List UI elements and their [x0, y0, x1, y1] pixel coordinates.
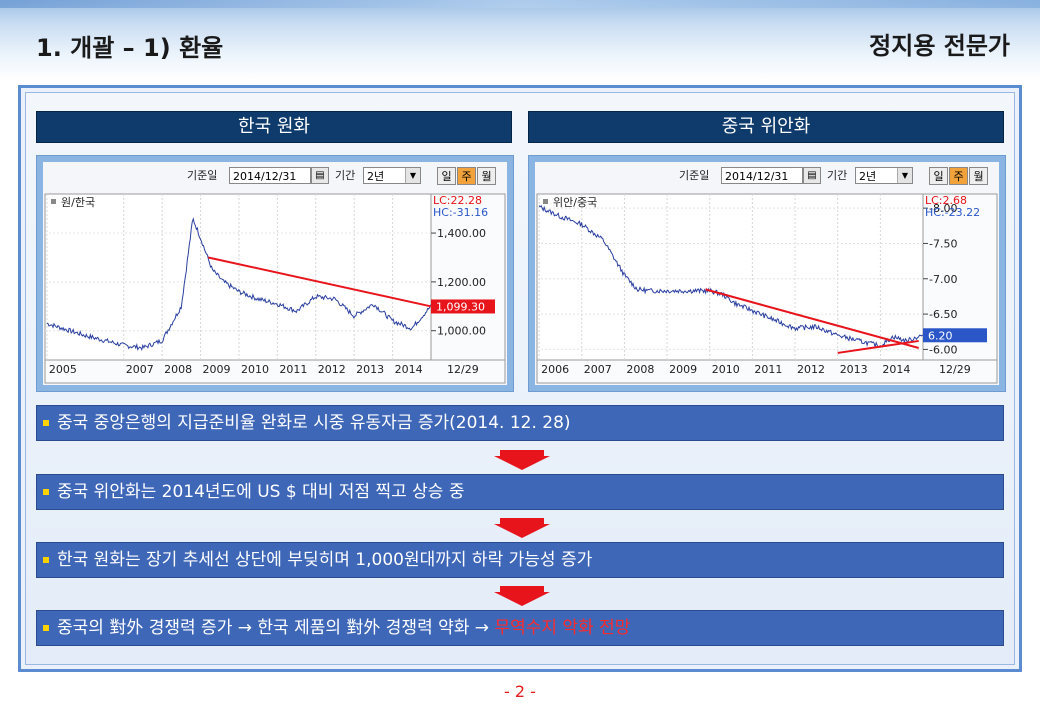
down-arrow-icon: [494, 518, 550, 538]
x-tick-label: 2007: [126, 363, 154, 376]
period-label: 기간: [335, 169, 356, 182]
chart-panel-cny: 기준일 2014/12/31 ▤ 기간 2년 ▼ 일 주 월 2006 2007 20…: [528, 155, 1006, 392]
calendar-icon[interactable]: ▤: [803, 167, 821, 184]
lc-label: LC:2.68: [925, 194, 967, 207]
y-tick-label: 1,000.00: [437, 325, 486, 338]
x-axis-area: [536, 359, 998, 384]
x-tick-label: 2014: [395, 363, 423, 376]
x-tick-label: 2005: [49, 363, 77, 376]
bullet-bar-1: 중국 중앙은행의 지급준비율 완화로 시중 유동자금 증가(2014. 12. …: [36, 405, 1004, 441]
week-button[interactable]: 주: [949, 167, 968, 185]
x-tick-label: 2013: [356, 363, 384, 376]
bullet-highlight: 무역수지 악화 전망: [494, 618, 631, 638]
x-tick-label: 2008: [164, 363, 192, 376]
week-button[interactable]: 주: [457, 167, 476, 185]
down-arrow-icon: [494, 586, 550, 606]
chart-panel-krw: 기준일 2014/12/31 ▤ 기간 2년 ▼ 일 주 월 2005 2007 20…: [36, 155, 514, 392]
chart-plot-krw: 2005 2007 2008 2009 2010 2011 2012 2013 2014 12/2…: [44, 193, 506, 384]
legend-square-icon: [51, 199, 56, 204]
bullet-square-icon: [43, 420, 49, 426]
bullet-square-icon: [43, 625, 49, 631]
bullet-text: 중국의 對外 경쟁력 증가 → 한국 제품의 對外 경쟁력 약화 →: [57, 618, 495, 638]
x-tick-label: 2013: [840, 363, 868, 376]
bullet-text: 한국 원화는 장기 추세선 상단에 부딪히며 1,000원대까지 하락 가능성 …: [57, 550, 593, 570]
month-button[interactable]: 월: [477, 167, 496, 185]
base-date-input[interactable]: 2014/12/31: [721, 167, 803, 184]
period-select[interactable]: 2년 ▼: [363, 167, 421, 184]
plot-area: [536, 193, 924, 361]
y-tick-label: -6.00: [929, 343, 957, 356]
legend-label: 위안/중국: [553, 196, 597, 209]
x-tick-label: 2012: [318, 363, 346, 376]
period-select-value: 2년: [859, 170, 877, 183]
base-date-label: 기준일: [679, 169, 710, 182]
bullet-bar-4: 중국의 對外 경쟁력 증가 → 한국 제품의 對外 경쟁력 약화 → 무역수지 …: [36, 610, 1004, 646]
bullet-text: 중국 중앙은행의 지급준비율 완화로 시중 유동자금 증가(2014. 12. …: [57, 413, 571, 433]
y-tick-label: -7.50: [929, 237, 957, 250]
chevron-down-icon: ▼: [897, 168, 912, 183]
page-title: 1. 개괄 – 1) 환율: [36, 34, 224, 62]
x-end-label: 12/29: [447, 363, 479, 376]
y-tick-label: 1,400.00: [437, 227, 486, 240]
last-price-box: [923, 328, 987, 343]
last-price-label: 1,099.30: [436, 300, 485, 313]
y-tick-label: 1,200.00: [437, 276, 486, 289]
bullet-square-icon: [43, 489, 49, 495]
chart-window-cny: 기준일 2014/12/31 ▤ 기간 2년 ▼ 일 주 월 2006 2007 20…: [535, 162, 999, 385]
chart-heading-krw: 한국 원화: [36, 111, 512, 143]
x-tick-label: 2009: [203, 363, 231, 376]
base-date-input[interactable]: 2014/12/31: [229, 167, 311, 184]
day-button[interactable]: 일: [437, 167, 456, 185]
chart-heading-cny: 중국 위안화: [528, 111, 1004, 143]
price-series-line: [46, 217, 432, 351]
day-button[interactable]: 일: [929, 167, 948, 185]
x-tick-label: 2010: [712, 363, 740, 376]
chevron-down-icon: ▼: [405, 168, 420, 183]
x-tick-label: 2008: [626, 363, 654, 376]
trendline: [705, 288, 919, 349]
header-background: [0, 0, 1040, 80]
plot-area: [44, 193, 432, 361]
x-tick-label: 2009: [669, 363, 697, 376]
lc-label: LC:22.28: [433, 194, 482, 207]
header-strip: [0, 0, 1040, 8]
hc-label: HC:-31.16: [433, 206, 488, 219]
x-tick-label: 2014: [882, 363, 910, 376]
bullet-bar-2: 중국 위안화는 2014년도에 US $ 대비 저점 찍고 상승 중: [36, 474, 1004, 510]
period-select-value: 2년: [367, 170, 385, 183]
x-tick-label: 2012: [797, 363, 825, 376]
y-tick-label: -8.00: [929, 202, 957, 215]
trendline: [837, 339, 919, 354]
x-tick-label: 2011: [754, 363, 782, 376]
x-tick-label: 2007: [584, 363, 612, 376]
page-number: - 2 -: [504, 682, 536, 701]
period-label: 기간: [827, 169, 848, 182]
x-tick-label: 2011: [279, 363, 307, 376]
x-end-label: 12/29: [939, 363, 971, 376]
legend-label: 원/한국: [61, 196, 95, 209]
x-tick-label: 2010: [241, 363, 269, 376]
bullet-square-icon: [43, 557, 49, 563]
y-tick-label: -7.00: [929, 273, 957, 286]
brand-name: 정지용 전문가: [869, 32, 1010, 60]
calendar-icon[interactable]: ▤: [311, 167, 329, 184]
bullet-bar-3: 한국 원화는 장기 추세선 상단에 부딪히며 1,000원대까지 하락 가능성 …: [36, 542, 1004, 578]
y-tick-label: -6.50: [929, 308, 957, 321]
hc-label: HC:-23.22: [925, 206, 980, 219]
last-price-box: [431, 299, 495, 314]
last-price-label: 6.20: [928, 329, 953, 342]
bullet-text: 중국 위안화는 2014년도에 US $ 대비 저점 찍고 상승 중: [57, 482, 465, 502]
trendline: [208, 256, 431, 308]
legend-square-icon: [543, 199, 548, 204]
month-button[interactable]: 월: [969, 167, 988, 185]
chart-plot-cny: 2006 2007 2008 2009 2010 2011 2012 2013 2014 12/2…: [536, 193, 998, 384]
y-axis-area: [430, 193, 506, 361]
chart-window-krw: 기준일 2014/12/31 ▤ 기간 2년 ▼ 일 주 월 2005 2007 20…: [43, 162, 507, 385]
down-arrow-icon: [494, 450, 550, 470]
x-tick-label: 2006: [541, 363, 569, 376]
x-axis-area: [44, 359, 506, 384]
base-date-label: 기준일: [187, 169, 218, 182]
price-series-line: [538, 204, 923, 349]
period-select[interactable]: 2년 ▼: [855, 167, 913, 184]
